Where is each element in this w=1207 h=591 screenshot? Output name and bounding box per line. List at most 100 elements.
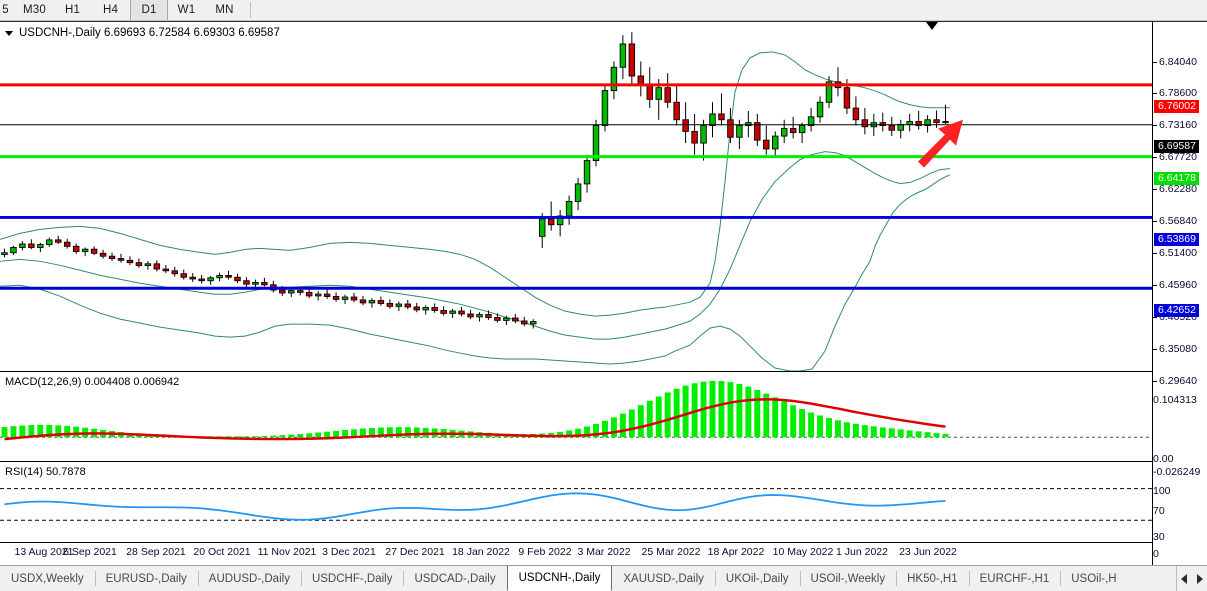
price-level-label-653869[interactable]: 6.53869	[1154, 233, 1199, 246]
candle-body	[852, 107, 860, 121]
chart-tab-eurchf-h1[interactable]: EURCHF-,H1	[968, 566, 1061, 591]
chart-tab-usdcnh-daily[interactable]: USDCNH-,Daily	[506, 566, 613, 591]
price-tick: 6.62280	[1153, 183, 1207, 195]
chart-tab-label: USDCAD-,Daily	[414, 572, 496, 585]
macd-histogram-bar	[324, 431, 331, 438]
candle-body	[332, 296, 340, 300]
candle-body	[503, 317, 510, 321]
macd-histogram-bar	[826, 418, 832, 438]
chart-tab-usdchf-daily[interactable]: USDCHF-,Daily	[300, 566, 404, 591]
price-tick: 6.67720	[1153, 151, 1207, 163]
rsi-scale-tick: 30	[1153, 531, 1165, 543]
candle-body	[691, 130, 698, 144]
candle-body	[350, 296, 358, 301]
timeframe-button-h4[interactable]: H4	[92, 0, 130, 20]
price-pane[interactable]: USDCNH-,Daily 6.69693 6.72584 6.69303 6.…	[0, 22, 1152, 372]
macd-histogram-bar	[664, 392, 671, 438]
symbol-info-header[interactable]: USDCNH-,Daily 6.69693 6.72584 6.69303 6.…	[5, 27, 280, 39]
candle-body	[46, 239, 53, 246]
chart-tab-usoil-weekly[interactable]: USOil-,Weekly	[799, 566, 897, 591]
timeframe-button-m5[interactable]: 5	[0, 0, 16, 20]
chart-tab-audusd-daily[interactable]: AUDUSD-,Daily	[197, 566, 301, 591]
timeframe-button-w1[interactable]: W1	[168, 0, 206, 20]
chart-tab-label: UKOil-,Daily	[725, 572, 789, 585]
macd-histogram-bar	[781, 401, 788, 438]
bollinger-upper-band	[0, 51, 950, 317]
candle-body	[700, 125, 707, 144]
scroll-right-icon[interactable]	[1197, 573, 1203, 584]
chart-tab-eurusd-daily[interactable]: EURUSD-,Daily	[94, 566, 198, 591]
macd-histogram-bar	[843, 422, 850, 438]
candle-body	[189, 276, 196, 280]
macd-histogram-bar	[360, 428, 366, 438]
candle-body	[476, 314, 483, 318]
chart-tab-label: AUDUSD-,Daily	[208, 572, 290, 585]
candle-body	[619, 43, 627, 68]
timeframe-button-h1[interactable]: H1	[54, 0, 92, 20]
price-level-label-642652[interactable]: 6.42652	[1154, 304, 1199, 317]
price-level-label-676002[interactable]: 6.76002	[1154, 100, 1199, 113]
macd-histogram-bar	[933, 433, 940, 438]
chart-tab-usdcad-daily[interactable]: USDCAD-,Daily	[403, 566, 506, 591]
chart-tab-usoil-h[interactable]: USOil-,H	[1060, 566, 1127, 591]
macd-pane[interactable]: MACD(12,26,9) 0.004408 0.006942	[0, 373, 1152, 462]
candle-body	[171, 270, 179, 275]
date-axis-label: 6 Sep 2021	[63, 546, 117, 558]
tab-scroll-controls	[1176, 566, 1207, 591]
macd-histogram-bar	[628, 409, 635, 438]
timeframe-button-m30[interactable]: M30	[16, 0, 54, 20]
candle-body	[135, 262, 143, 267]
date-axis-label: 13 Aug 2021	[14, 546, 74, 558]
candle-body	[915, 121, 922, 127]
candle-body	[440, 310, 447, 314]
chart-area[interactable]: USDCNH-,Daily 6.69693 6.72584 6.69303 6.…	[0, 21, 1207, 566]
macd-histogram-bar	[1, 427, 8, 438]
macd-histogram-bar	[646, 400, 653, 438]
timeframe-label: W1	[177, 4, 196, 16]
price-tick: 6.51400	[1153, 247, 1207, 259]
candle-body	[807, 116, 815, 127]
macd-histogram-bar	[897, 429, 904, 438]
timeframe-button-d1[interactable]: D1	[130, 0, 168, 20]
rsi-scale-tick: 0	[1153, 548, 1159, 560]
chart-tab-usdx-weekly[interactable]: USDX,Weekly	[0, 566, 95, 591]
date-axis-label: 18 Jan 2022	[452, 546, 510, 558]
candle-body	[574, 183, 582, 202]
price-level-label-664178[interactable]: 6.64178	[1154, 172, 1199, 185]
macd-chart-svg	[0, 380, 1152, 441]
candle-body	[19, 243, 26, 248]
macd-histogram-bar	[835, 420, 841, 438]
price-scale-axis[interactable]: 6.84040 6.78600 6.73160 6.67720 6.62280 6.568…	[1152, 22, 1207, 566]
macd-histogram-bar	[745, 386, 752, 438]
timeframe-label: D1	[141, 4, 157, 16]
chevron-down-icon[interactable]	[5, 30, 13, 36]
chart-tab-hk50-h1[interactable]: HK50-,H1	[896, 566, 969, 591]
candle-body	[512, 317, 519, 322]
candlestick-series	[1, 32, 949, 329]
price-level-label-669587[interactable]: 6.69587	[1154, 140, 1199, 153]
timeframe-button-mn[interactable]: MN	[206, 0, 244, 20]
candle-body	[709, 113, 716, 127]
macd-histogram-bar	[288, 434, 295, 438]
candle-body	[216, 275, 223, 279]
macd-histogram-bar	[915, 431, 922, 438]
candle-body	[718, 113, 725, 121]
candle-body	[72, 245, 80, 253]
rsi-pane[interactable]: RSI(14) 50.7878	[0, 463, 1152, 543]
candle-body	[422, 307, 429, 311]
macd-histogram-bar	[377, 427, 384, 438]
chart-tab-ukoil-daily[interactable]: UKOil-,Daily	[714, 566, 800, 591]
timeframe-label: 5	[2, 4, 9, 16]
macd-histogram-bar	[852, 423, 859, 438]
toolbar-separator	[250, 2, 251, 18]
macd-histogram-bar	[763, 393, 770, 438]
candle-body	[583, 160, 591, 185]
scroll-left-icon[interactable]	[1181, 573, 1187, 584]
candle-body	[207, 277, 214, 282]
price-tick: 6.73160	[1153, 119, 1207, 131]
bullish-arrow-annotation[interactable]	[918, 119, 963, 168]
macd-histogram-bar	[37, 424, 44, 438]
macd-histogram-bar	[28, 425, 35, 438]
date-axis: 13 Aug 2021 6 Sep 2021 28 Sep 2021 20 Oct 2…	[0, 543, 1152, 565]
chart-tab-xauusd-daily[interactable]: XAUUSD-,Daily	[612, 566, 715, 591]
